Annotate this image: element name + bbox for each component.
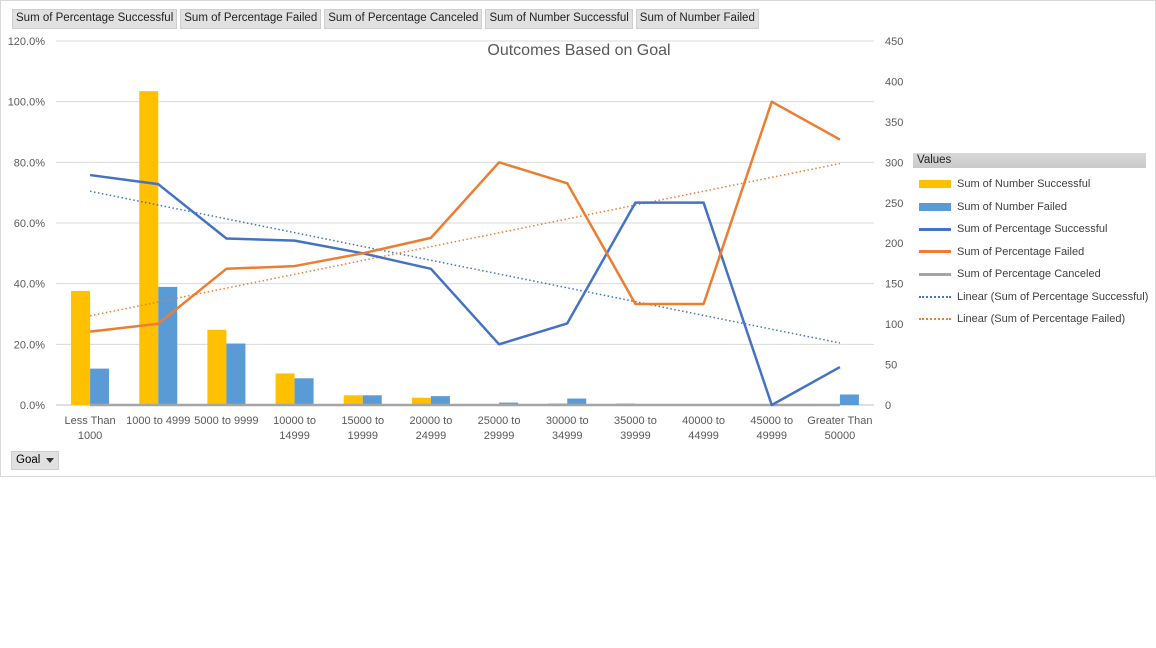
- category-label: 45000 to: [750, 415, 793, 427]
- field-button-num-successful[interactable]: Sum of Number Successful: [485, 9, 633, 29]
- primary-axis-tick-label: 100.0%: [8, 97, 46, 109]
- trendline-pct-failed: [89, 162, 841, 317]
- legend-item: Sum of Percentage Failed: [919, 241, 1148, 264]
- legend-swatch: [919, 202, 951, 211]
- bar-number-successful: [207, 329, 227, 405]
- bar-number-successful: [71, 290, 91, 405]
- chart-plot: 0.0% 20.0% 40.0% 60.0% 80.0% 100.0% 120.0% 0 50 1…: [8, 36, 904, 442]
- legend-title: Values: [913, 153, 1146, 168]
- bar-number-failed: [839, 394, 859, 405]
- bar-number-successful: [275, 373, 295, 405]
- legend-swatch: [919, 295, 951, 298]
- bar-number-successful: [139, 91, 159, 405]
- category-label: 29999: [484, 430, 515, 442]
- bar-number-failed: [294, 378, 314, 405]
- legend-label: Sum of Percentage Successful: [957, 223, 1108, 236]
- category-label: 40000 to: [682, 415, 725, 427]
- category-label: Greater Than: [807, 415, 872, 427]
- bar-number-successful: [343, 395, 363, 405]
- legend-swatch: [919, 250, 951, 254]
- category-label: 19999: [347, 430, 378, 442]
- legend-swatch: [919, 318, 951, 321]
- legend-swatch: [919, 180, 951, 189]
- primary-axis-tick-label: 80.0%: [14, 157, 45, 169]
- secondary-axis-tick-label: 400: [885, 76, 903, 88]
- category-label: 44999: [688, 430, 719, 442]
- bar-number-failed: [430, 396, 450, 405]
- secondary-axis-tick-label: 300: [885, 157, 903, 169]
- legend: Sum of Number Successful Sum of Number Fa…: [919, 173, 1148, 331]
- bar-number-failed: [90, 368, 110, 405]
- legend-item: Sum of Number Failed: [919, 196, 1148, 219]
- category-label: 14999: [279, 430, 310, 442]
- category-label: 34999: [552, 430, 583, 442]
- category-label: Less Than: [64, 415, 115, 427]
- bar-number-failed: [362, 395, 382, 405]
- legend-label: Sum of Percentage Canceled: [957, 268, 1101, 281]
- bar-number-successful: [411, 397, 431, 405]
- category-label: 39999: [620, 430, 651, 442]
- secondary-axis-tick-label: 0: [885, 400, 891, 412]
- line-pct-failed: [89, 100, 841, 333]
- category-label: 15000 to: [341, 415, 384, 427]
- field-button-pct-successful[interactable]: Sum of Percentage Successful: [12, 9, 178, 29]
- value-field-buttons: Sum of Percentage Successful Sum of Perc…: [12, 9, 759, 29]
- legend-label: Sum of Number Successful: [957, 178, 1091, 191]
- category-label: 24999: [416, 430, 447, 442]
- secondary-axis-tick-label: 100: [885, 319, 903, 331]
- axis-field-label: Goal: [16, 454, 41, 466]
- primary-axis-tick-label: 0.0%: [20, 400, 45, 412]
- category-label: 10000 to: [273, 415, 316, 427]
- pivot-chart: Sum of Percentage Successful Sum of Perc…: [0, 0, 1156, 477]
- secondary-axis-tick-label: 150: [885, 279, 903, 291]
- secondary-axis-tick-label: 200: [885, 238, 903, 250]
- legend-label: Sum of Number Failed: [957, 200, 1068, 213]
- legend-label: Linear (Sum of Percentage Failed): [957, 313, 1126, 326]
- chart-title: Outcomes Based on Goal: [487, 42, 670, 59]
- trendline-pct-successful: [89, 190, 841, 344]
- field-button-pct-failed[interactable]: Sum of Percentage Failed: [180, 9, 322, 29]
- secondary-axis-tick-label: 350: [885, 117, 903, 129]
- category-label: 5000 to 9999: [194, 415, 258, 427]
- legend-label: Linear (Sum of Percentage Successful): [957, 290, 1149, 303]
- primary-axis-tick-label: 120.0%: [8, 36, 46, 48]
- category-label: 50000: [825, 430, 856, 442]
- legend-item: Sum of Percentage Canceled: [919, 263, 1148, 286]
- category-label: 1000 to 4999: [126, 415, 190, 427]
- legend-item: Sum of Percentage Successful: [919, 218, 1148, 241]
- field-button-num-failed[interactable]: Sum of Number Failed: [635, 9, 759, 29]
- bar-number-failed: [226, 343, 246, 405]
- legend-item: Sum of Number Successful: [919, 173, 1148, 196]
- category-label: 49999: [756, 430, 787, 442]
- legend-item: Linear (Sum of Percentage Successful): [919, 286, 1148, 309]
- category-label: 30000 to: [546, 415, 589, 427]
- dropdown-caret-icon: [46, 458, 55, 463]
- legend-label: Sum of Percentage Failed: [957, 245, 1085, 258]
- primary-axis-tick-label: 40.0%: [14, 279, 45, 291]
- legend-swatch: [919, 272, 951, 276]
- category-label: 1000: [78, 430, 102, 442]
- axis-field-button-goal[interactable]: Goal: [11, 451, 60, 470]
- primary-axis-tick-label: 20.0%: [14, 339, 45, 351]
- legend-item: Linear (Sum of Percentage Failed): [919, 308, 1148, 331]
- bar-number-failed: [567, 398, 587, 405]
- primary-axis-tick-label: 60.0%: [14, 218, 45, 230]
- bar-number-failed: [158, 286, 178, 405]
- secondary-axis-tick-label: 50: [885, 360, 897, 372]
- category-label: 35000 to: [614, 415, 657, 427]
- field-button-pct-canceled[interactable]: Sum of Percentage Canceled: [324, 9, 483, 29]
- legend-swatch: [919, 227, 951, 231]
- category-label: 20000 to: [410, 415, 453, 427]
- line-pct-successful: [89, 173, 841, 407]
- category-label: 25000 to: [478, 415, 521, 427]
- secondary-axis-tick-label: 250: [885, 198, 903, 210]
- secondary-axis-tick-label: 450: [885, 36, 903, 48]
